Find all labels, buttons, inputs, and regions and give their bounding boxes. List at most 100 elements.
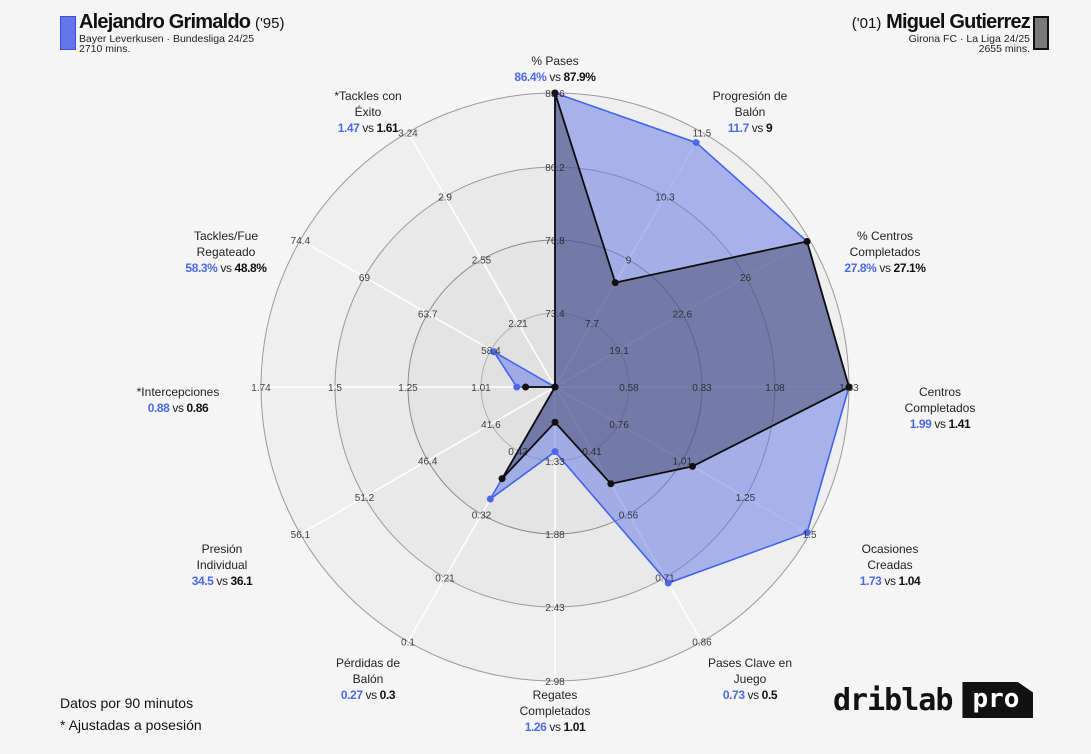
axis-label: Progresión de Balón 11.7 vs 9	[713, 88, 788, 136]
tick-label: 10.3	[655, 192, 675, 203]
axis-label-title-line2: Creadas	[867, 558, 913, 572]
tick-label: 2.43	[545, 603, 565, 614]
logo-text: driblab	[833, 682, 953, 718]
player1-value: 0.27	[340, 688, 363, 702]
axis-values: 0.88 vs 0.86	[137, 400, 220, 416]
axis-label-title: Tackles/Fue	[193, 229, 259, 243]
axis-label-title: % Centros	[856, 229, 914, 243]
player1-value: 11.7	[727, 121, 749, 135]
data-point	[607, 480, 615, 488]
tick-label: 1.25	[736, 493, 756, 504]
tick-label: 7.7	[585, 319, 599, 330]
tick-label: 11.5	[693, 128, 712, 139]
axis-label-title-line2: Completados	[904, 401, 976, 415]
tick-label: 2.9	[438, 192, 452, 203]
tick-label: 41.6	[481, 420, 501, 431]
tick-label: 2.21	[508, 319, 528, 330]
axis-label: % Pases 86.4% vs 87.9%	[514, 53, 596, 85]
data-point	[551, 89, 559, 97]
axis-label-title: Ocasiones	[861, 542, 919, 556]
data-point	[551, 418, 559, 426]
data-point	[803, 529, 811, 537]
player1-header: Alejandro Grimaldo ('95) Bayer Leverkuse…	[60, 12, 285, 54]
tick-label: 1.74	[251, 383, 271, 394]
axis-label: Ocasiones Creadas 1.73 vs 1.04	[860, 541, 921, 589]
data-point	[611, 279, 619, 287]
axis-label: Pérdidas de Balón 0.27 vs 0.3	[336, 655, 400, 703]
player1-year: ('95)	[254, 15, 285, 32]
tick-label: 1.01	[673, 457, 693, 468]
axis-label-title: Regates	[532, 688, 578, 702]
player2-value: 1.01	[563, 720, 586, 734]
axis-values: 1.73 vs 1.04	[860, 573, 921, 589]
axis-label-title: % Pases	[531, 54, 579, 68]
tick-label: 1.33	[839, 383, 859, 394]
driblab-logo: driblab pro	[833, 682, 1034, 718]
tick-label: 2.98	[545, 677, 565, 688]
axis-values: 0.27 vs 0.3	[336, 687, 400, 703]
axis-label-title: Centros	[918, 385, 962, 399]
axis-values: 11.7 vs 9	[713, 120, 788, 136]
player2-value: 1.61	[376, 121, 399, 135]
player2-color-swatch	[1033, 16, 1049, 50]
vs-text: vs	[362, 688, 380, 702]
data-point	[688, 462, 696, 470]
tick-label: 19.1	[609, 346, 629, 357]
player1-value: 86.4%	[514, 70, 547, 84]
axis-label-title: Pases Clave en	[707, 656, 793, 670]
player2-value: 0.86	[186, 401, 209, 415]
tick-label: 22.6	[673, 310, 693, 321]
radar-tick-labels: 73.4 76.8 80.2 83.6 7.7 9 10.3 11.5 19.1 22.6 26 0.…	[251, 89, 859, 688]
tick-label: 83.6	[545, 89, 565, 100]
player2-value: 0.3	[379, 688, 396, 702]
vs-text: vs	[169, 401, 187, 415]
vs-text: vs	[359, 121, 377, 135]
player2-minutes: 2655 mins.	[978, 43, 1030, 55]
data-point	[664, 579, 672, 587]
tick-label: 1.01	[471, 383, 491, 394]
data-point	[522, 383, 530, 391]
axis-label-title: *Intercepciones	[136, 385, 220, 399]
player2-polygon	[501, 92, 851, 485]
tick-label: 1.33	[545, 457, 565, 468]
axis-values: 27.8% vs 27.1%	[844, 260, 926, 276]
player1-minutes: 2710 mins.	[79, 43, 131, 55]
tick-label: 0.1	[401, 638, 415, 649]
player2-value: 9	[765, 121, 773, 135]
data-point	[803, 237, 811, 245]
data-point	[486, 495, 494, 503]
footer-note-possession: * Ajustadas a posesión	[60, 717, 202, 733]
data-point	[692, 139, 700, 147]
player1-value: 1.26	[524, 720, 547, 734]
axis-values: 1.26 vs 1.01	[520, 719, 591, 735]
player1-value: 1.73	[859, 574, 882, 588]
tick-label: 0.42	[508, 447, 528, 458]
tick-label: 3.24	[398, 128, 418, 139]
axis-label-title: Pérdidas de	[335, 656, 401, 670]
footer-note-per90: Datos por 90 minutos	[60, 695, 194, 711]
tick-label: 63.7	[418, 310, 438, 321]
axis-label-title: Presión	[201, 542, 243, 556]
tick-label: 0.76	[609, 420, 629, 431]
vs-text: vs	[546, 720, 564, 734]
axis-label-title-line2: Individual	[196, 558, 248, 572]
player1-value: 0.88	[147, 401, 170, 415]
tick-label: 26	[740, 273, 752, 284]
player1-value: 0.73	[722, 688, 745, 702]
player1-value: 27.8%	[844, 261, 877, 275]
tick-label: 56.1	[291, 530, 311, 541]
axis-label-title-line2: Regateado	[196, 245, 256, 259]
player2-value: 0.5	[761, 688, 778, 702]
data-point	[551, 383, 559, 391]
vs-text: vs	[213, 574, 231, 588]
tick-label: 74.4	[291, 236, 311, 247]
data-point	[551, 448, 559, 456]
player2-value: 27.1%	[893, 261, 926, 275]
axis-label-title-line2: Completados	[849, 245, 921, 259]
axis-values: 0.73 vs 0.5	[708, 687, 792, 703]
axis-label: *Tackles con Éxito 1.47 vs 1.61	[334, 88, 401, 136]
data-point	[490, 348, 498, 356]
player1-name: Alejandro Grimaldo	[79, 11, 251, 33]
axis-values: 34.5 vs 36.1	[192, 573, 253, 589]
